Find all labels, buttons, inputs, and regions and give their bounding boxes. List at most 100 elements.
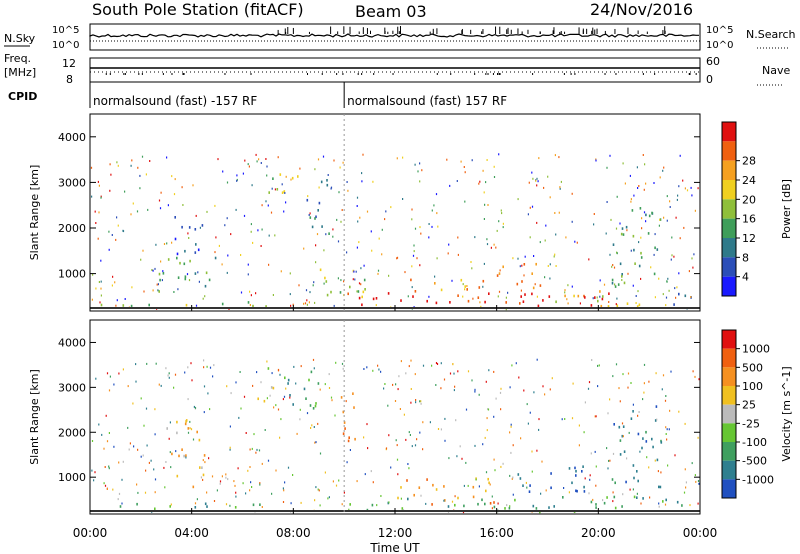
data-cell [595, 465, 597, 468]
data-cell [471, 267, 473, 270]
data-cell [173, 193, 176, 196]
data-cell [289, 293, 291, 296]
data-cell [656, 418, 658, 421]
cpid-segments: normalsound (fast) -157 RF normalsound (f… [89, 82, 507, 108]
data-cell [608, 459, 610, 462]
data-cell [662, 169, 664, 172]
data-cell [422, 421, 424, 424]
data-cell [498, 272, 501, 275]
nsky-label: N.Sky [4, 32, 36, 45]
data-cell [606, 201, 608, 203]
data-cell [121, 502, 123, 505]
data-cell [607, 305, 610, 308]
data-cell [305, 397, 307, 400]
data-cell [122, 304, 125, 307]
data-cell [183, 454, 185, 458]
data-cell [549, 263, 551, 266]
data-cell [240, 407, 242, 410]
data-cell [612, 500, 614, 503]
data-cell [493, 458, 495, 461]
data-cell [214, 251, 216, 254]
data-cell [300, 365, 302, 368]
data-cell [211, 475, 214, 478]
colorbar-tick-label: 100 [742, 380, 763, 393]
data-cell [485, 380, 487, 383]
data-cell [190, 362, 192, 365]
data-cell [564, 291, 566, 294]
data-cell [589, 474, 591, 477]
data-cell [483, 218, 485, 220]
data-cell [385, 210, 387, 213]
data-cell [144, 491, 147, 494]
y-tick-label: 4000 [58, 131, 86, 144]
data-cell [666, 280, 668, 283]
data-cell [573, 294, 575, 298]
data-cell [137, 166, 139, 169]
data-cell [456, 180, 458, 182]
data-cell [559, 187, 561, 190]
data-cell [282, 501, 285, 503]
data-cell [130, 213, 132, 216]
nave-dot [357, 73, 359, 75]
data-cell [449, 372, 452, 375]
data-cell [355, 270, 357, 273]
data-cell [103, 482, 105, 485]
data-cell [199, 226, 201, 229]
data-cell [536, 221, 538, 224]
data-cell [166, 242, 168, 245]
colorbar-swatch [722, 423, 736, 442]
data-cell [327, 174, 329, 176]
data-cell [187, 398, 189, 401]
data-cell [640, 236, 642, 239]
data-cell [415, 401, 417, 404]
colorbar-swatch [722, 141, 736, 161]
data-cell [397, 496, 399, 500]
data-cell [633, 248, 635, 252]
data-cell [603, 501, 606, 505]
data-cell [457, 294, 459, 297]
data-cell [412, 295, 414, 298]
data-cell [392, 383, 394, 386]
data-cell [480, 305, 482, 308]
data-cell [110, 173, 112, 176]
data-cell [650, 266, 652, 269]
colorbar-swatch [722, 257, 736, 277]
data-cell [284, 376, 286, 380]
data-cell [674, 454, 676, 457]
data-cell [344, 427, 346, 430]
data-cell [338, 191, 340, 194]
data-cell [537, 304, 540, 308]
nave-dot [570, 73, 572, 75]
y-tick-label: 2000 [58, 426, 86, 439]
data-cell [614, 506, 617, 510]
data-cell [505, 308, 507, 311]
data-cell [659, 218, 661, 221]
data-cell [576, 489, 578, 493]
data-cell [289, 394, 291, 397]
data-cell [314, 217, 316, 220]
data-cell [343, 491, 345, 494]
data-cell [500, 465, 502, 468]
data-cell [500, 387, 502, 390]
data-cell [426, 299, 428, 303]
data-cell [95, 377, 97, 380]
data-cell [536, 358, 538, 361]
data-cell [619, 439, 622, 442]
data-cell [591, 359, 593, 361]
colorbar-swatch [722, 276, 736, 296]
data-cell [117, 498, 119, 501]
nave-dot [450, 73, 452, 75]
data-cell [666, 428, 668, 431]
data-cell [610, 218, 612, 221]
data-cell [341, 209, 343, 211]
data-cell [91, 298, 93, 301]
data-cell [234, 506, 237, 509]
data-cell [413, 244, 415, 247]
data-cell [148, 461, 150, 464]
nave-dot [183, 73, 185, 75]
data-cell [200, 476, 202, 479]
data-cell [412, 254, 415, 257]
data-cell [474, 444, 476, 447]
data-cell [335, 484, 338, 487]
data-cell [118, 492, 121, 495]
